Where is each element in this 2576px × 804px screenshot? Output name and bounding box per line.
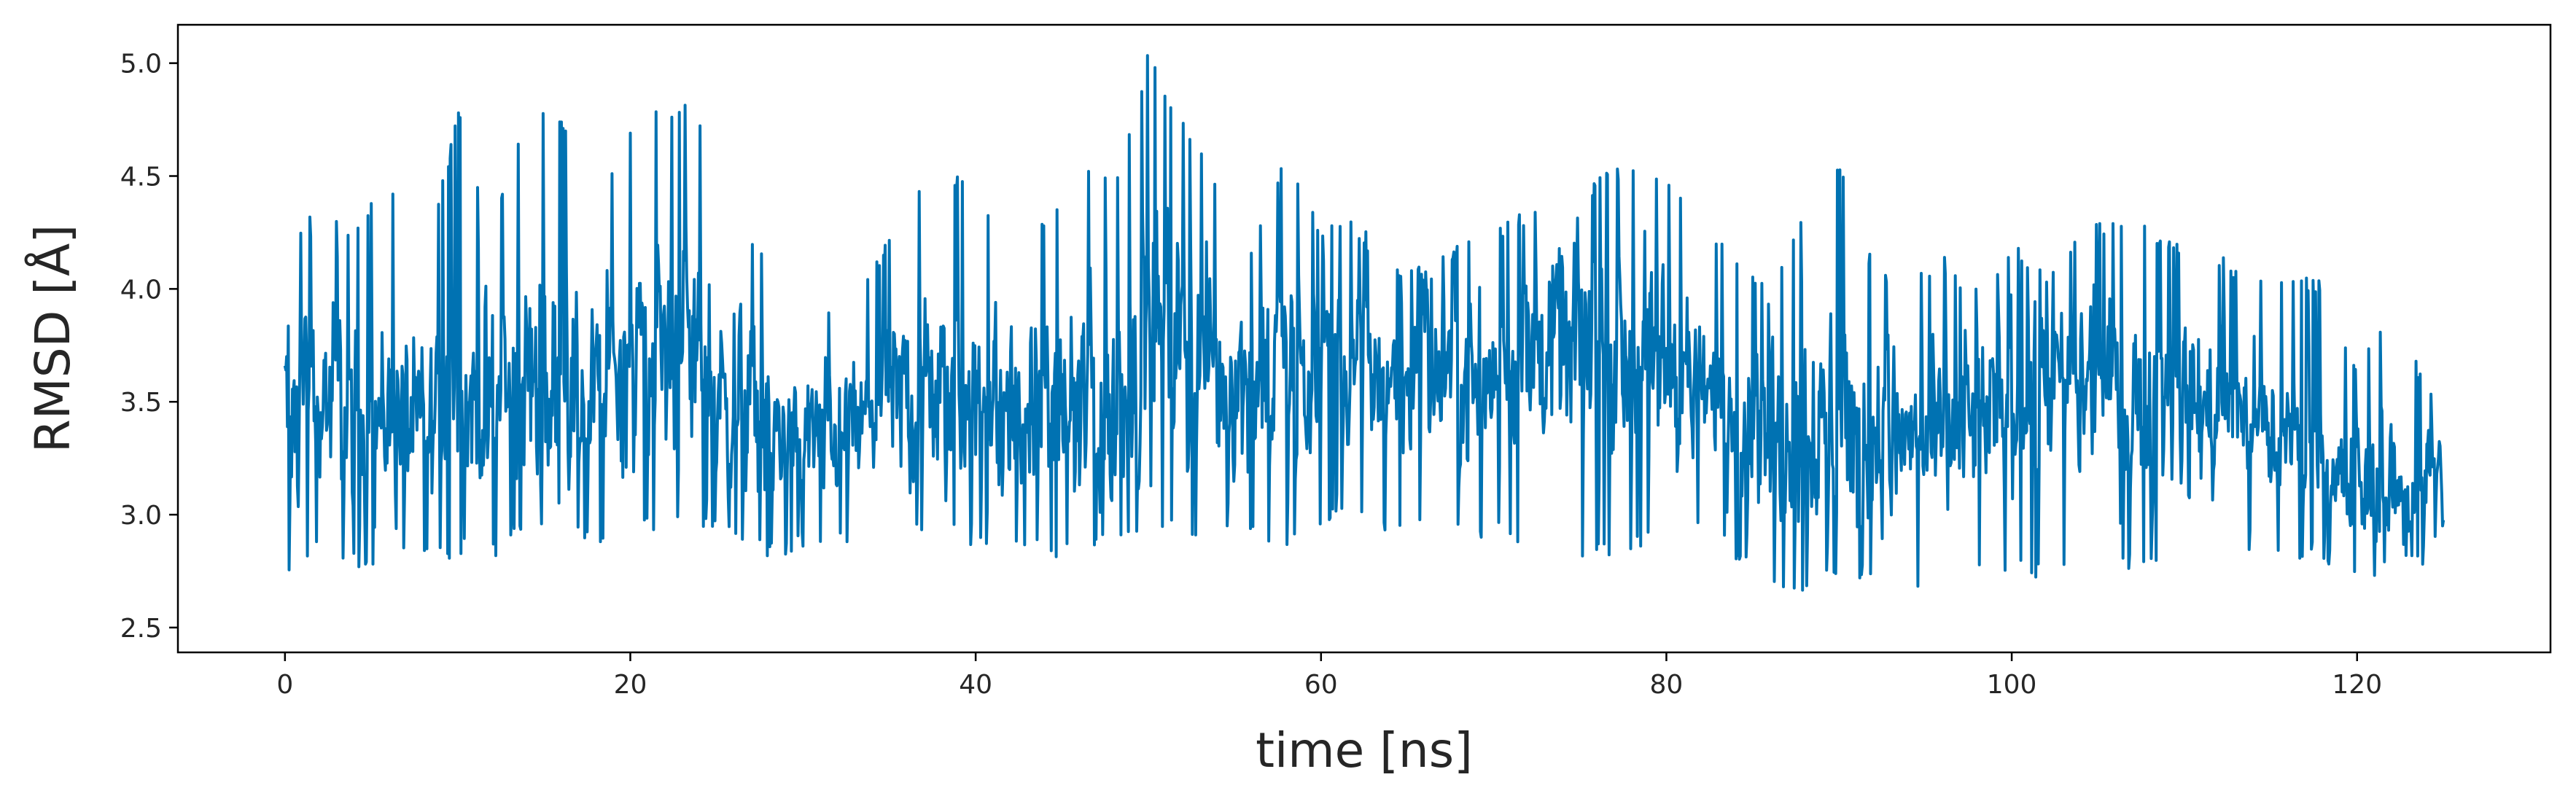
x-tick-label: 40: [959, 670, 992, 700]
y-tick-label: 5.0: [120, 50, 162, 79]
x-axis-label: time [ns]: [1256, 722, 1473, 778]
y-tick-label: 4.0: [120, 275, 162, 305]
plot-area: [283, 54, 2445, 592]
y-tick-label: 2.5: [120, 614, 162, 644]
rmsd-series-line: [283, 54, 2445, 592]
x-tick-label: 0: [276, 670, 293, 700]
x-tick-label: 60: [1304, 670, 1338, 700]
x-axis-ticks: 0 20 40 60 80 100 120: [276, 652, 2382, 700]
x-tick-label: 100: [1987, 670, 2037, 700]
y-tick-label: 4.5: [120, 163, 162, 192]
y-axis-label: RMSD [Å]: [25, 225, 81, 453]
y-tick-label: 3.5: [120, 388, 162, 418]
y-tick-label: 3.0: [120, 501, 162, 531]
x-tick-label: 120: [2332, 670, 2382, 700]
x-tick-label: 80: [1650, 670, 1684, 700]
y-axis-ticks: 2.5 3.0 3.5 4.0 4.5 5.0: [120, 50, 178, 644]
x-tick-label: 20: [614, 670, 647, 700]
axes-frame: [176, 23, 2552, 654]
